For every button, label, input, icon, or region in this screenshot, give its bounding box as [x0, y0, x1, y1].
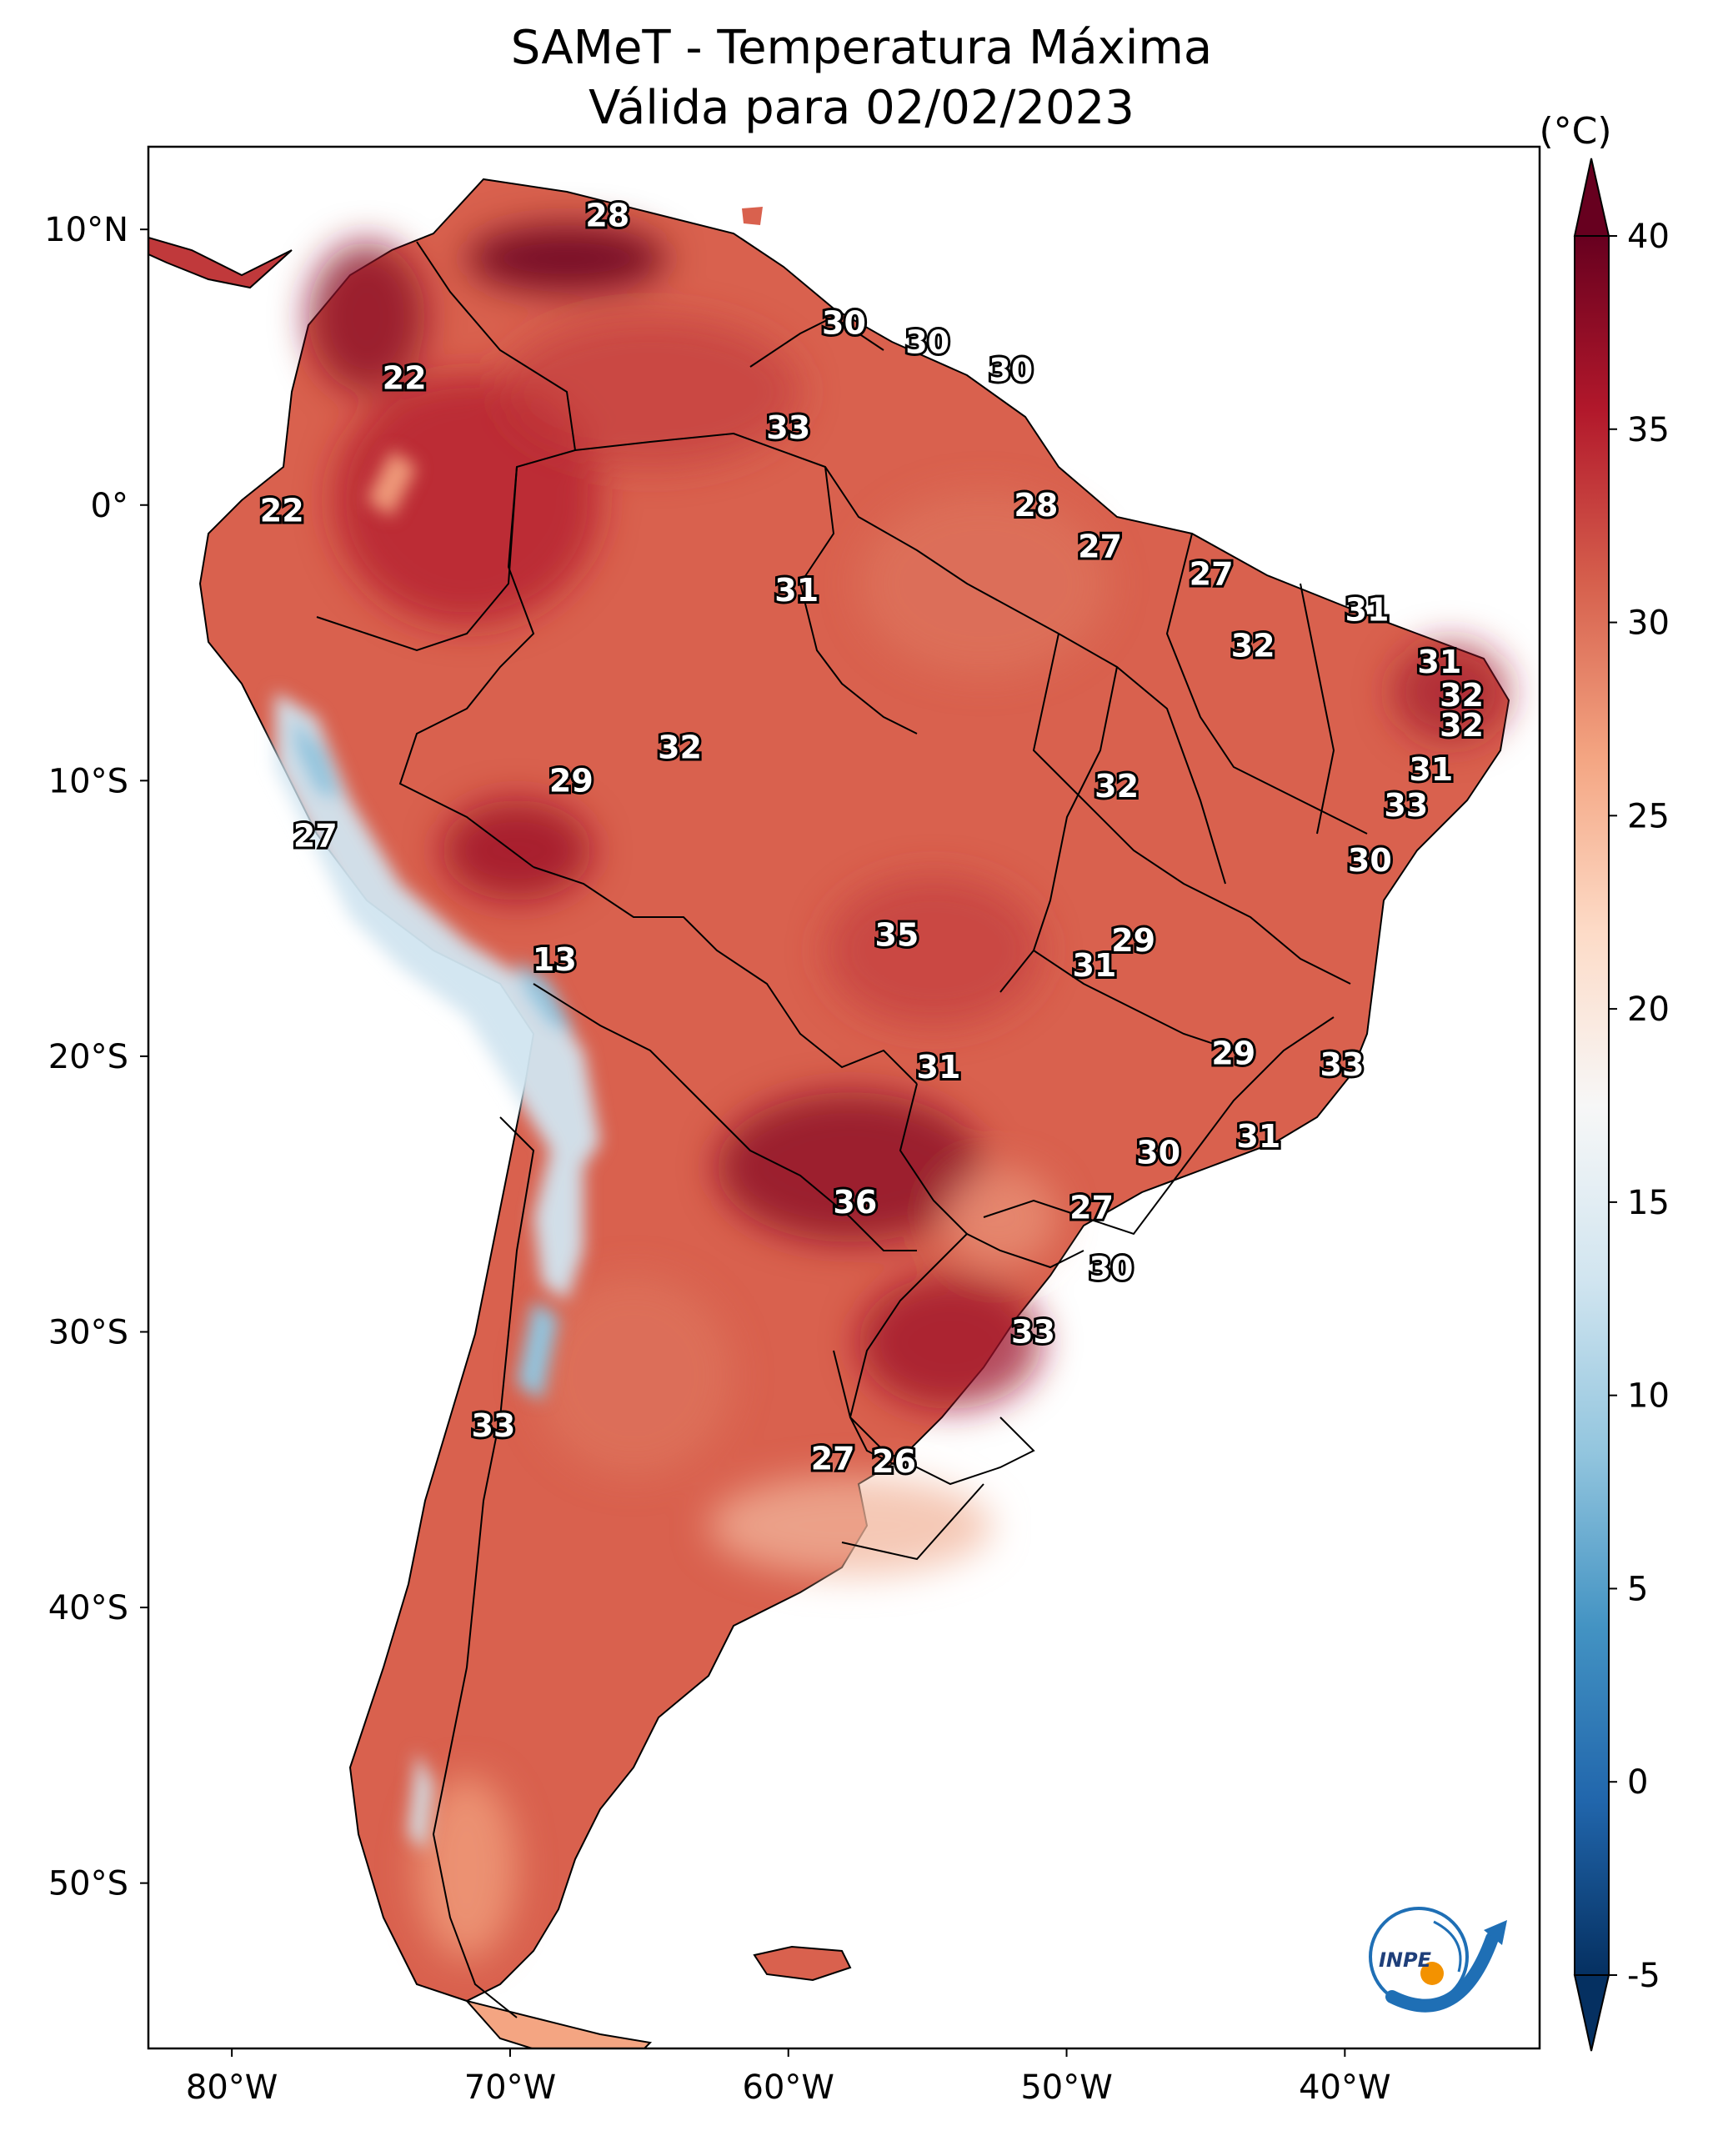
temperature-value-label: 33 [1011, 1313, 1055, 1350]
falkland-islands [753, 1945, 852, 1982]
central-america-coast [148, 236, 293, 289]
inpe-logo: INPE [1369, 1907, 1507, 2013]
logo-orbit-icon [1433, 1920, 1462, 1973]
chart-title-line2: Válida para 02/02/2023 [589, 81, 1134, 135]
colorbar-units: (°C) [1539, 110, 1611, 153]
chart-title-line1: SAMeT - Temperatura Máxima [510, 21, 1213, 75]
colorbar-tick-label: 20 [1627, 990, 1670, 1029]
longitude-axis: 80°W 70°W 60°W 50°W 40°W [186, 2048, 1391, 2107]
temperature-value-label: 33 [1320, 1046, 1365, 1083]
temperature-field [308, 225, 1509, 1959]
colorbar-tick-label: 35 [1627, 411, 1670, 449]
temperature-value-label: 33 [1384, 787, 1428, 824]
latitude-tick-label: 10°S [48, 762, 128, 800]
temperature-value-label: 31 [1345, 591, 1390, 628]
colorbar-ticks: -5 0 5 10 15 20 25 30 35 40 [1609, 218, 1670, 1995]
temperature-value-label: 27 [1190, 555, 1234, 592]
map-area[interactable] [147, 145, 1541, 2059]
temperature-value-label: 22 [383, 360, 427, 397]
logo-sun-icon [1420, 1962, 1444, 1985]
temperature-value-label: 32 [658, 730, 702, 766]
longitude-tick-label: 50°W [1020, 2068, 1112, 2107]
temperature-value-label: 32 [1094, 768, 1139, 805]
colorbar-extend-bottom [1573, 1974, 1610, 2052]
colorbar-tick-label: -5 [1627, 1957, 1660, 1995]
latitude-tick-label: 40°S [48, 1589, 128, 1627]
temperature-value-label: 36 [833, 1184, 877, 1221]
temperature-value-label: 33 [471, 1407, 515, 1444]
temperature-value-label: 27 [811, 1441, 855, 1477]
temperature-value-label: 31 [1417, 644, 1461, 680]
temperature-value-label: 35 [874, 916, 919, 953]
temperature-value-label: 29 [1111, 922, 1155, 959]
latitude-tick-label: 20°S [48, 1038, 128, 1076]
temperature-value-label: 31 [1236, 1118, 1280, 1155]
colorbar-tick-label: 40 [1627, 218, 1670, 256]
colorbar-tick-label: 0 [1627, 1763, 1648, 1802]
colorbar-tick-label: 25 [1627, 797, 1670, 835]
chart-title: SAMeT - Temperatura Máxima Válida para 0… [0, 18, 1723, 138]
latitude-tick-label: 10°N [44, 211, 128, 249]
country-borders [316, 241, 1368, 2018]
logo-text: INPE [1379, 1948, 1432, 1972]
temperature-value-label: 30 [822, 305, 866, 342]
temperature-value-label: 29 [1211, 1035, 1255, 1072]
temperature-value-label: 31 [1409, 751, 1453, 788]
latitude-tick-label: 30°S [48, 1313, 128, 1351]
colorbar-body [1574, 235, 1610, 1976]
temperature-value-label: 32 [1440, 707, 1484, 744]
latitude-tick-label: 50°S [48, 1865, 128, 1903]
temperature-value-label: 30 [1136, 1135, 1180, 1171]
temperature-value-label: 30 [989, 352, 1033, 389]
temperature-value-label: 33 [766, 409, 810, 446]
temperature-value-label: 22 [260, 492, 304, 529]
temperature-value-label: 30 [905, 324, 949, 361]
temperature-value-label: 32 [1440, 677, 1484, 714]
longitude-tick-label: 60°W [743, 2068, 834, 2107]
longitude-tick-label: 40°W [1299, 2068, 1390, 2107]
andes-cool-band [275, 450, 600, 1851]
latitude-axis: 10°N 0° 10°S 20°S 30°S 40°S 50°S [44, 211, 148, 1903]
temperature-value-label: 31 [774, 572, 819, 609]
longitude-tick-label: 70°W [464, 2068, 556, 2107]
trinidad-island [742, 207, 763, 225]
colorbar-tick-label: 5 [1627, 1570, 1648, 1608]
temperature-value-label: 28 [1014, 487, 1058, 524]
colorbar-tick-label: 15 [1627, 1184, 1670, 1222]
temperature-value-label: 28 [585, 198, 629, 234]
colorbar-tick-label: 10 [1627, 1377, 1670, 1416]
temperature-value-label: 29 [549, 762, 594, 799]
colorbar[interactable]: (°C) -5 0 5 10 15 20 25 30 35 40 [1539, 110, 1670, 2052]
temperature-value-label: 31 [917, 1049, 961, 1086]
temperature-value-label: 27 [1078, 528, 1122, 564]
longitude-tick-label: 80°W [186, 2068, 278, 2107]
colorbar-tick-label: 30 [1627, 604, 1670, 643]
logo-arrow-icon [1484, 1920, 1507, 1945]
colorbar-extend-top [1573, 158, 1610, 237]
temperature-value-label: 30 [1089, 1250, 1134, 1286]
temperature-value-label: 32 [1231, 627, 1275, 664]
tierra-del-fuego [464, 1999, 653, 2048]
temperature-value-label: 26 [872, 1443, 916, 1480]
logo-swoosh-icon [1385, 1932, 1499, 2013]
latitude-tick-label: 0° [91, 487, 128, 525]
temperature-value-label: 27 [1069, 1190, 1114, 1226]
temperature-value-label: 13 [533, 941, 577, 978]
temperature-value-label: 31 [1072, 947, 1116, 984]
map-frame [147, 145, 1541, 2050]
temperature-value-label: 27 [293, 817, 338, 854]
temperature-value-label: 30 [1348, 842, 1392, 879]
